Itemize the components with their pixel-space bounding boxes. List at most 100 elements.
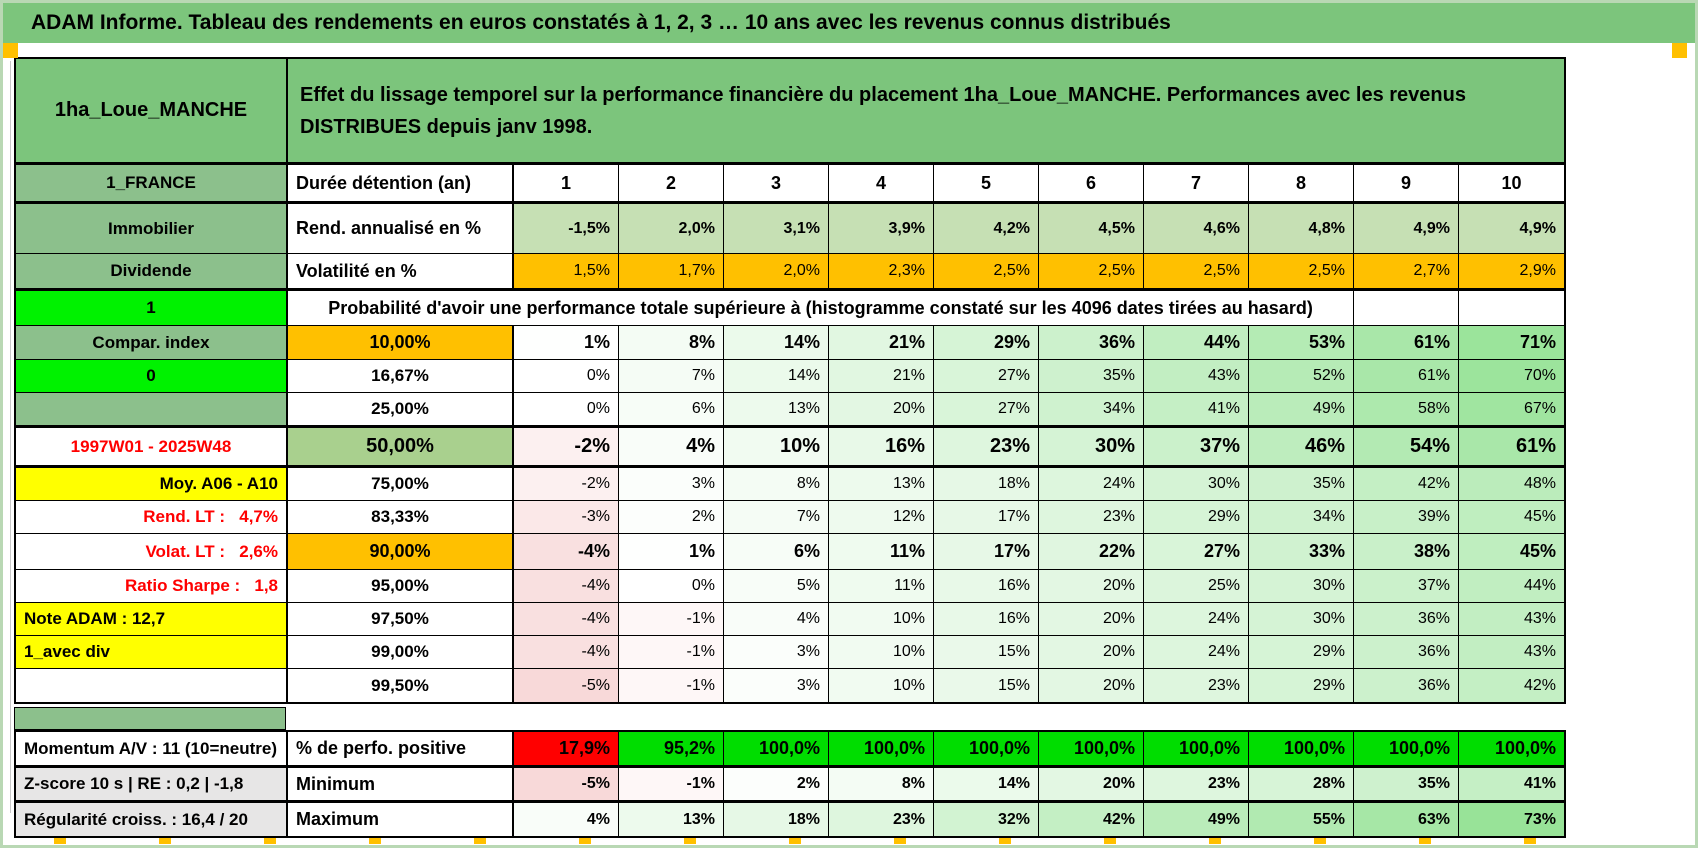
duration-header-cell[interactable]: 7	[1144, 165, 1249, 202]
row-label-cell[interactable]: Rend. LT : 4,7%	[16, 501, 288, 534]
probability-value-cell[interactable]: 11%	[829, 534, 934, 570]
duration-header-cell[interactable]: 9	[1354, 165, 1459, 202]
summary-value-cell[interactable]: 42%	[1039, 803, 1144, 836]
probability-value-cell[interactable]: 1%	[514, 326, 619, 360]
probability-value-cell[interactable]: 21%	[829, 326, 934, 360]
rend-value-cell[interactable]: 4,2%	[934, 204, 1039, 254]
probability-value-cell[interactable]: 36%	[1354, 603, 1459, 636]
probability-value-cell[interactable]: -1%	[619, 603, 724, 636]
threshold-cell[interactable]: 50,00%	[288, 428, 514, 466]
summary-value-cell[interactable]: -1%	[619, 768, 724, 801]
probability-value-cell[interactable]: -2%	[514, 428, 619, 466]
duration-header-cell[interactable]: 1	[514, 165, 619, 202]
threshold-cell[interactable]: 99,00%	[288, 636, 514, 669]
probability-value-cell[interactable]: 7%	[724, 501, 829, 534]
probability-value-cell[interactable]: 23%	[934, 428, 1039, 466]
summary-value-cell[interactable]: 95,2%	[619, 732, 724, 766]
probability-value-cell[interactable]: 3%	[724, 669, 829, 702]
vol-value-cell[interactable]: 2,5%	[934, 254, 1039, 289]
probability-value-cell[interactable]: 10%	[829, 669, 934, 702]
probability-value-cell[interactable]: 15%	[934, 669, 1039, 702]
summary-value-cell[interactable]: 2%	[724, 768, 829, 801]
rend-value-cell[interactable]: 3,9%	[829, 204, 934, 254]
probability-value-cell[interactable]: 29%	[934, 326, 1039, 360]
probability-value-cell[interactable]: 8%	[724, 468, 829, 501]
threshold-cell[interactable]: 83,33%	[288, 501, 514, 534]
threshold-cell[interactable]: 90,00%	[288, 534, 514, 570]
summary-value-cell[interactable]: 4%	[514, 803, 619, 836]
summary-value-cell[interactable]: 14%	[934, 768, 1039, 801]
probability-value-cell[interactable]: 20%	[1039, 669, 1144, 702]
probability-value-cell[interactable]: 29%	[1249, 669, 1354, 702]
vol-label-cell[interactable]: Volatilité en %	[288, 254, 514, 289]
summary-metric-cell[interactable]: % de perfo. positive	[288, 732, 514, 766]
summary-value-cell[interactable]: 100,0%	[934, 732, 1039, 766]
probability-value-cell[interactable]: 27%	[934, 360, 1039, 393]
probability-value-cell[interactable]: 29%	[1144, 501, 1249, 534]
probability-value-cell[interactable]: 16%	[934, 603, 1039, 636]
probability-value-cell[interactable]: 14%	[724, 360, 829, 393]
probability-value-cell[interactable]: 30%	[1249, 570, 1354, 603]
probability-value-cell[interactable]: 4%	[619, 428, 724, 466]
probability-value-cell[interactable]: 54%	[1354, 428, 1459, 466]
probability-value-cell[interactable]: 67%	[1459, 393, 1564, 426]
probability-value-cell[interactable]: 30%	[1039, 428, 1144, 466]
probability-value-cell[interactable]: 37%	[1354, 570, 1459, 603]
probability-value-cell[interactable]: 49%	[1249, 393, 1354, 426]
probability-value-cell[interactable]: -2%	[514, 468, 619, 501]
summary-value-cell[interactable]: 23%	[1144, 768, 1249, 801]
probability-value-cell[interactable]: 36%	[1354, 636, 1459, 669]
vol-value-cell[interactable]: 2,5%	[1249, 254, 1354, 289]
probability-value-cell[interactable]: 4%	[724, 603, 829, 636]
probability-value-cell[interactable]: 37%	[1144, 428, 1249, 466]
probability-value-cell[interactable]: 23%	[1039, 501, 1144, 534]
vol-value-cell[interactable]: 1,5%	[514, 254, 619, 289]
summary-value-cell[interactable]: 63%	[1354, 803, 1459, 836]
probability-value-cell[interactable]: 6%	[724, 534, 829, 570]
probability-value-cell[interactable]: 17%	[934, 534, 1039, 570]
probability-value-cell[interactable]: -1%	[619, 636, 724, 669]
probability-value-cell[interactable]: 10%	[724, 428, 829, 466]
probability-value-cell[interactable]: 24%	[1039, 468, 1144, 501]
probability-value-cell[interactable]: 12%	[829, 501, 934, 534]
probability-value-cell[interactable]: 34%	[1039, 393, 1144, 426]
empty-cell[interactable]	[1354, 291, 1459, 326]
probability-value-cell[interactable]: 22%	[1039, 534, 1144, 570]
row-label-cell[interactable]: Ratio Sharpe : 1,8	[16, 570, 288, 603]
summary-value-cell[interactable]: 49%	[1144, 803, 1249, 836]
duration-label-cell[interactable]: Durée détention (an)	[288, 165, 514, 202]
probability-value-cell[interactable]: 20%	[1039, 636, 1144, 669]
rend-label-cell[interactable]: Rend. annualisé en %	[288, 204, 514, 254]
probability-value-cell[interactable]: 43%	[1144, 360, 1249, 393]
probability-value-cell[interactable]: 41%	[1144, 393, 1249, 426]
probability-heading-cell[interactable]: Probabilité d'avoir une performance tota…	[288, 291, 1354, 326]
rend-value-cell[interactable]: 4,9%	[1354, 204, 1459, 254]
probability-value-cell[interactable]: -4%	[514, 636, 619, 669]
probability-value-cell[interactable]: 11%	[829, 570, 934, 603]
row-label-cell[interactable]	[16, 393, 288, 426]
placement-name-cell[interactable]: 1ha_Loue_MANCHE	[16, 59, 288, 163]
probability-value-cell[interactable]: 45%	[1459, 534, 1564, 570]
probability-value-cell[interactable]: 27%	[1144, 534, 1249, 570]
probability-value-cell[interactable]: 42%	[1459, 669, 1564, 702]
rend-value-cell[interactable]: 4,9%	[1459, 204, 1564, 254]
probability-value-cell[interactable]: 25%	[1144, 570, 1249, 603]
probability-value-cell[interactable]: 43%	[1459, 636, 1564, 669]
threshold-cell[interactable]: 16,67%	[288, 360, 514, 393]
row-label-cell[interactable]: Moy. A06 - A10	[16, 468, 288, 501]
probability-value-cell[interactable]: 13%	[724, 393, 829, 426]
row-label-cell[interactable]: 1997W01 - 2025W48	[16, 428, 288, 466]
flag-cell[interactable]: 1	[16, 291, 288, 326]
row-label-cell[interactable]: 1_avec div	[16, 636, 288, 669]
probability-value-cell[interactable]: 24%	[1144, 636, 1249, 669]
threshold-cell[interactable]: 25,00%	[288, 393, 514, 426]
probability-value-cell[interactable]: 42%	[1354, 468, 1459, 501]
summary-value-cell[interactable]: 32%	[934, 803, 1039, 836]
probability-value-cell[interactable]: 16%	[829, 428, 934, 466]
summary-value-cell[interactable]: 100,0%	[1459, 732, 1564, 766]
empty-cell[interactable]	[1459, 291, 1564, 326]
probability-value-cell[interactable]: 52%	[1249, 360, 1354, 393]
row-label-cell[interactable]: Volat. LT : 2,6%	[16, 534, 288, 570]
threshold-cell[interactable]: 95,00%	[288, 570, 514, 603]
duration-header-cell[interactable]: 4	[829, 165, 934, 202]
